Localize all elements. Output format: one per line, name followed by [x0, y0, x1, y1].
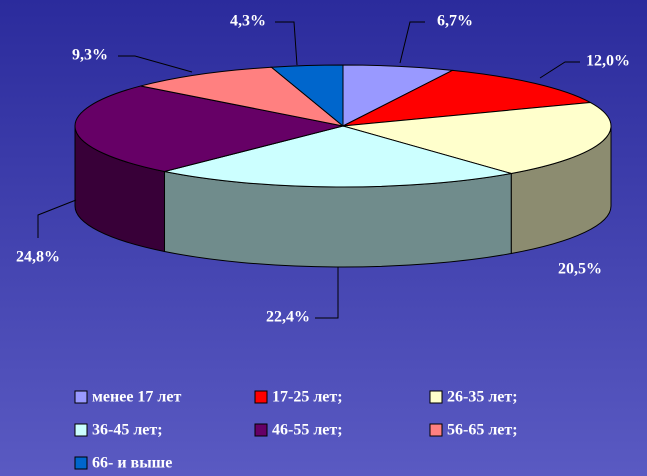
- legend-swatch: [74, 456, 88, 470]
- leader-line: [37, 199, 77, 238]
- slice: [342, 101, 612, 174]
- legend-swatch: [74, 390, 88, 404]
- data-label: 20,5%: [558, 261, 602, 278]
- legend-swatch: [429, 390, 443, 404]
- slice: [140, 66, 344, 127]
- legend-swatch: [74, 423, 88, 437]
- legend-label: 17-25 лет;: [272, 389, 343, 406]
- legend-label: менее 17 лет: [92, 389, 182, 406]
- leader-line: [275, 21, 298, 66]
- data-label: 22,4%: [266, 309, 310, 326]
- slice: [270, 64, 344, 128]
- data-label: 6,7%: [437, 13, 473, 30]
- legend-label: 36-45 лет;: [92, 422, 163, 439]
- data-label: 12,0%: [586, 53, 630, 70]
- slice: [164, 125, 512, 188]
- leader-line: [315, 267, 339, 319]
- legend-swatch: [254, 423, 268, 437]
- data-label: 4,3%: [230, 13, 266, 30]
- slice: [342, 64, 455, 127]
- leader-line: [118, 55, 193, 73]
- legend-label: 26-35 лет;: [447, 389, 518, 406]
- slice: [342, 69, 592, 127]
- legend-swatch: [254, 390, 268, 404]
- legend-label: 46-55 лет;: [272, 422, 343, 439]
- data-label: 9,3%: [72, 47, 108, 64]
- leader-line: [399, 21, 425, 64]
- data-label: 24,8%: [16, 249, 60, 266]
- legend-label: 56-65 лет;: [447, 422, 518, 439]
- slice: [74, 85, 344, 173]
- legend-swatch: [429, 423, 443, 437]
- leader-line: [539, 61, 580, 79]
- legend-label: 66- и выше: [92, 455, 172, 472]
